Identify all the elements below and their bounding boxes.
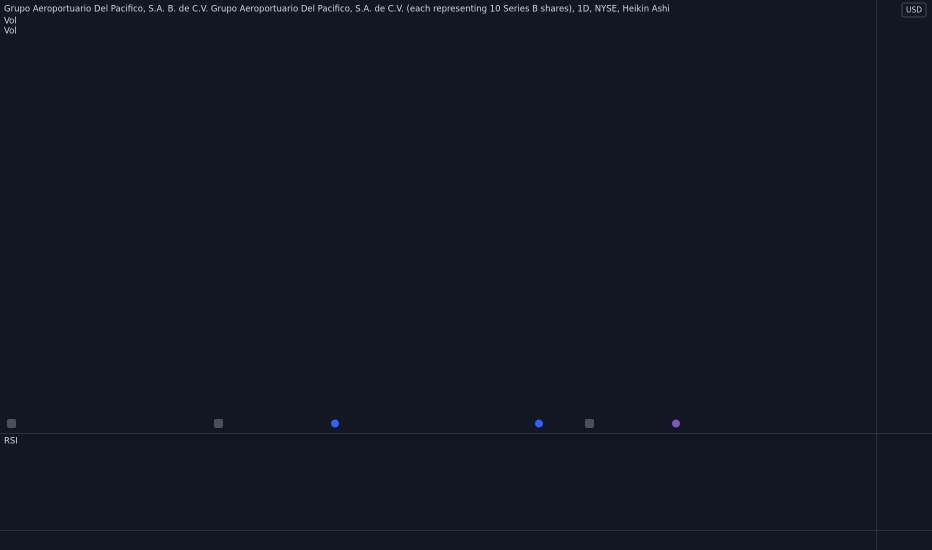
event-icon[interactable] [214,419,223,428]
event-icon[interactable] [671,418,681,429]
event-icon[interactable] [7,419,16,428]
currency-button[interactable] [901,2,927,18]
event-icon[interactable] [330,418,340,429]
currency-label[interactable]: USD [906,6,922,15]
rsi-pane-label: RSI [4,437,18,447]
indicator-label: Vol [4,17,17,27]
indicator-label: Vol [4,27,17,37]
event-icon[interactable] [534,418,544,429]
chart-title: Grupo Aeroportuario Del Pacifico, S.A. B… [4,5,670,15]
event-icons [7,418,681,429]
event-icon[interactable] [585,419,594,428]
